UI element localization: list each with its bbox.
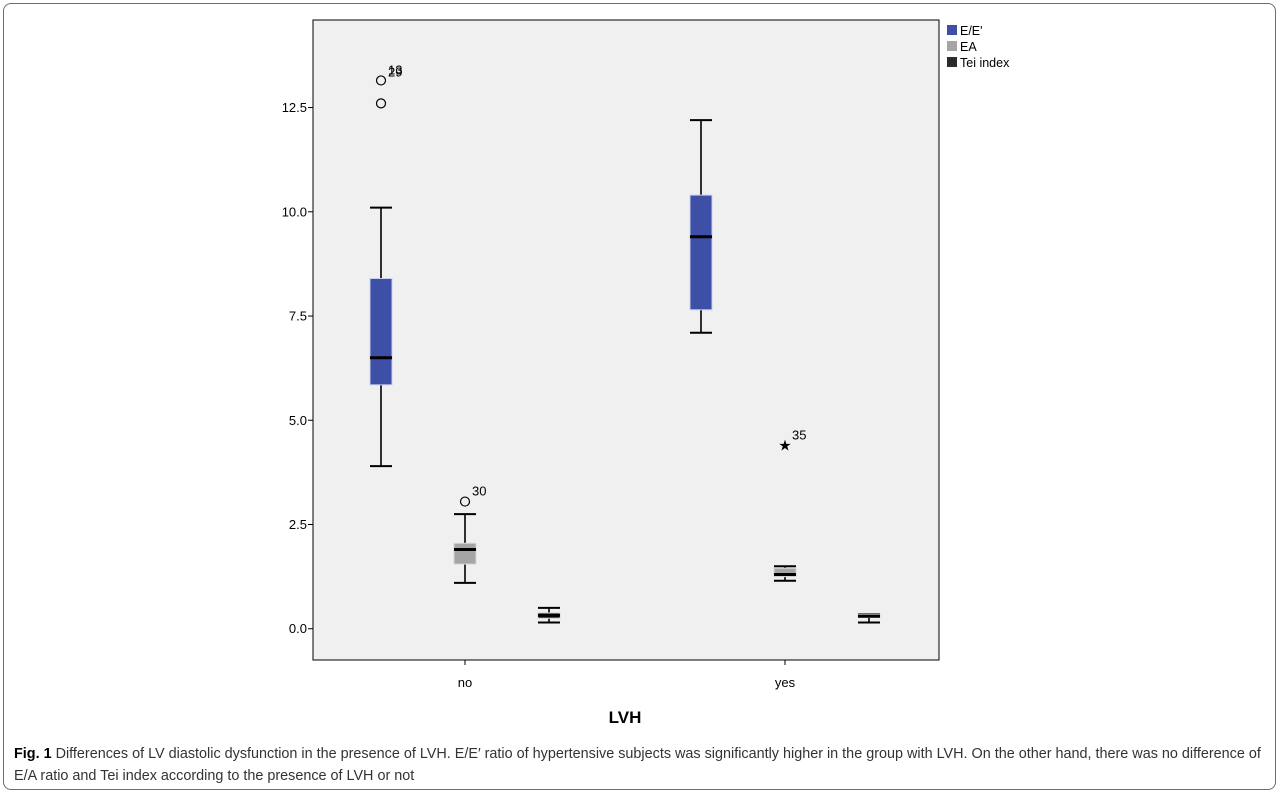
figure-label: Fig. 1 bbox=[14, 746, 52, 762]
outlier-point bbox=[375, 98, 387, 109]
box-1-0 bbox=[689, 119, 713, 334]
outlier-label: 13 bbox=[388, 62, 402, 77]
legend-label: E/E' bbox=[960, 24, 983, 38]
box-0-1: 30 bbox=[453, 484, 486, 584]
legend-swatch bbox=[947, 25, 957, 35]
iqr-box bbox=[453, 542, 477, 565]
x-axis-title: LVH bbox=[609, 708, 642, 727]
box-1-2 bbox=[857, 613, 881, 624]
y-axis: 0.0 2.5 5.0 7.5 10.0 12.5 bbox=[282, 100, 313, 636]
y-tick-label: 5.0 bbox=[289, 413, 307, 428]
legend-swatch bbox=[947, 41, 957, 51]
outlier-point bbox=[459, 496, 471, 507]
legend-swatch bbox=[947, 57, 957, 67]
legend-label: Tei index bbox=[960, 56, 1010, 70]
y-tick-label: 7.5 bbox=[289, 309, 307, 324]
x-axis: no yes LVH bbox=[458, 660, 796, 727]
outlier-label: 30 bbox=[472, 484, 486, 499]
box-1-1: ★35 bbox=[773, 427, 806, 582]
iqr-box bbox=[369, 278, 393, 386]
box-0-2 bbox=[537, 606, 561, 624]
x-tick-label: no bbox=[458, 675, 472, 690]
y-tick-label: 0.0 bbox=[289, 621, 307, 636]
legend-label: EA bbox=[960, 40, 977, 54]
caption-text: Differences of LV diastolic dysfunction … bbox=[14, 746, 1261, 784]
figure-caption: Fig. 1 Differences of LV diastolic dysfun… bbox=[14, 743, 1269, 787]
iqr-box bbox=[689, 194, 713, 311]
plot-area bbox=[312, 19, 940, 661]
outlier-label: 35 bbox=[792, 427, 806, 442]
y-tick-label: 12.5 bbox=[282, 100, 307, 115]
iqr-box bbox=[773, 567, 797, 578]
outlier-label: 29 bbox=[388, 65, 402, 80]
y-tick-label: 10.0 bbox=[282, 204, 307, 219]
legend: E/E' EA Tei index bbox=[947, 24, 1010, 70]
y-tick-label: 2.5 bbox=[289, 517, 307, 532]
outlier-point bbox=[375, 75, 387, 86]
x-tick-label: yes bbox=[775, 675, 796, 690]
outlier-star: ★ bbox=[778, 436, 791, 454]
